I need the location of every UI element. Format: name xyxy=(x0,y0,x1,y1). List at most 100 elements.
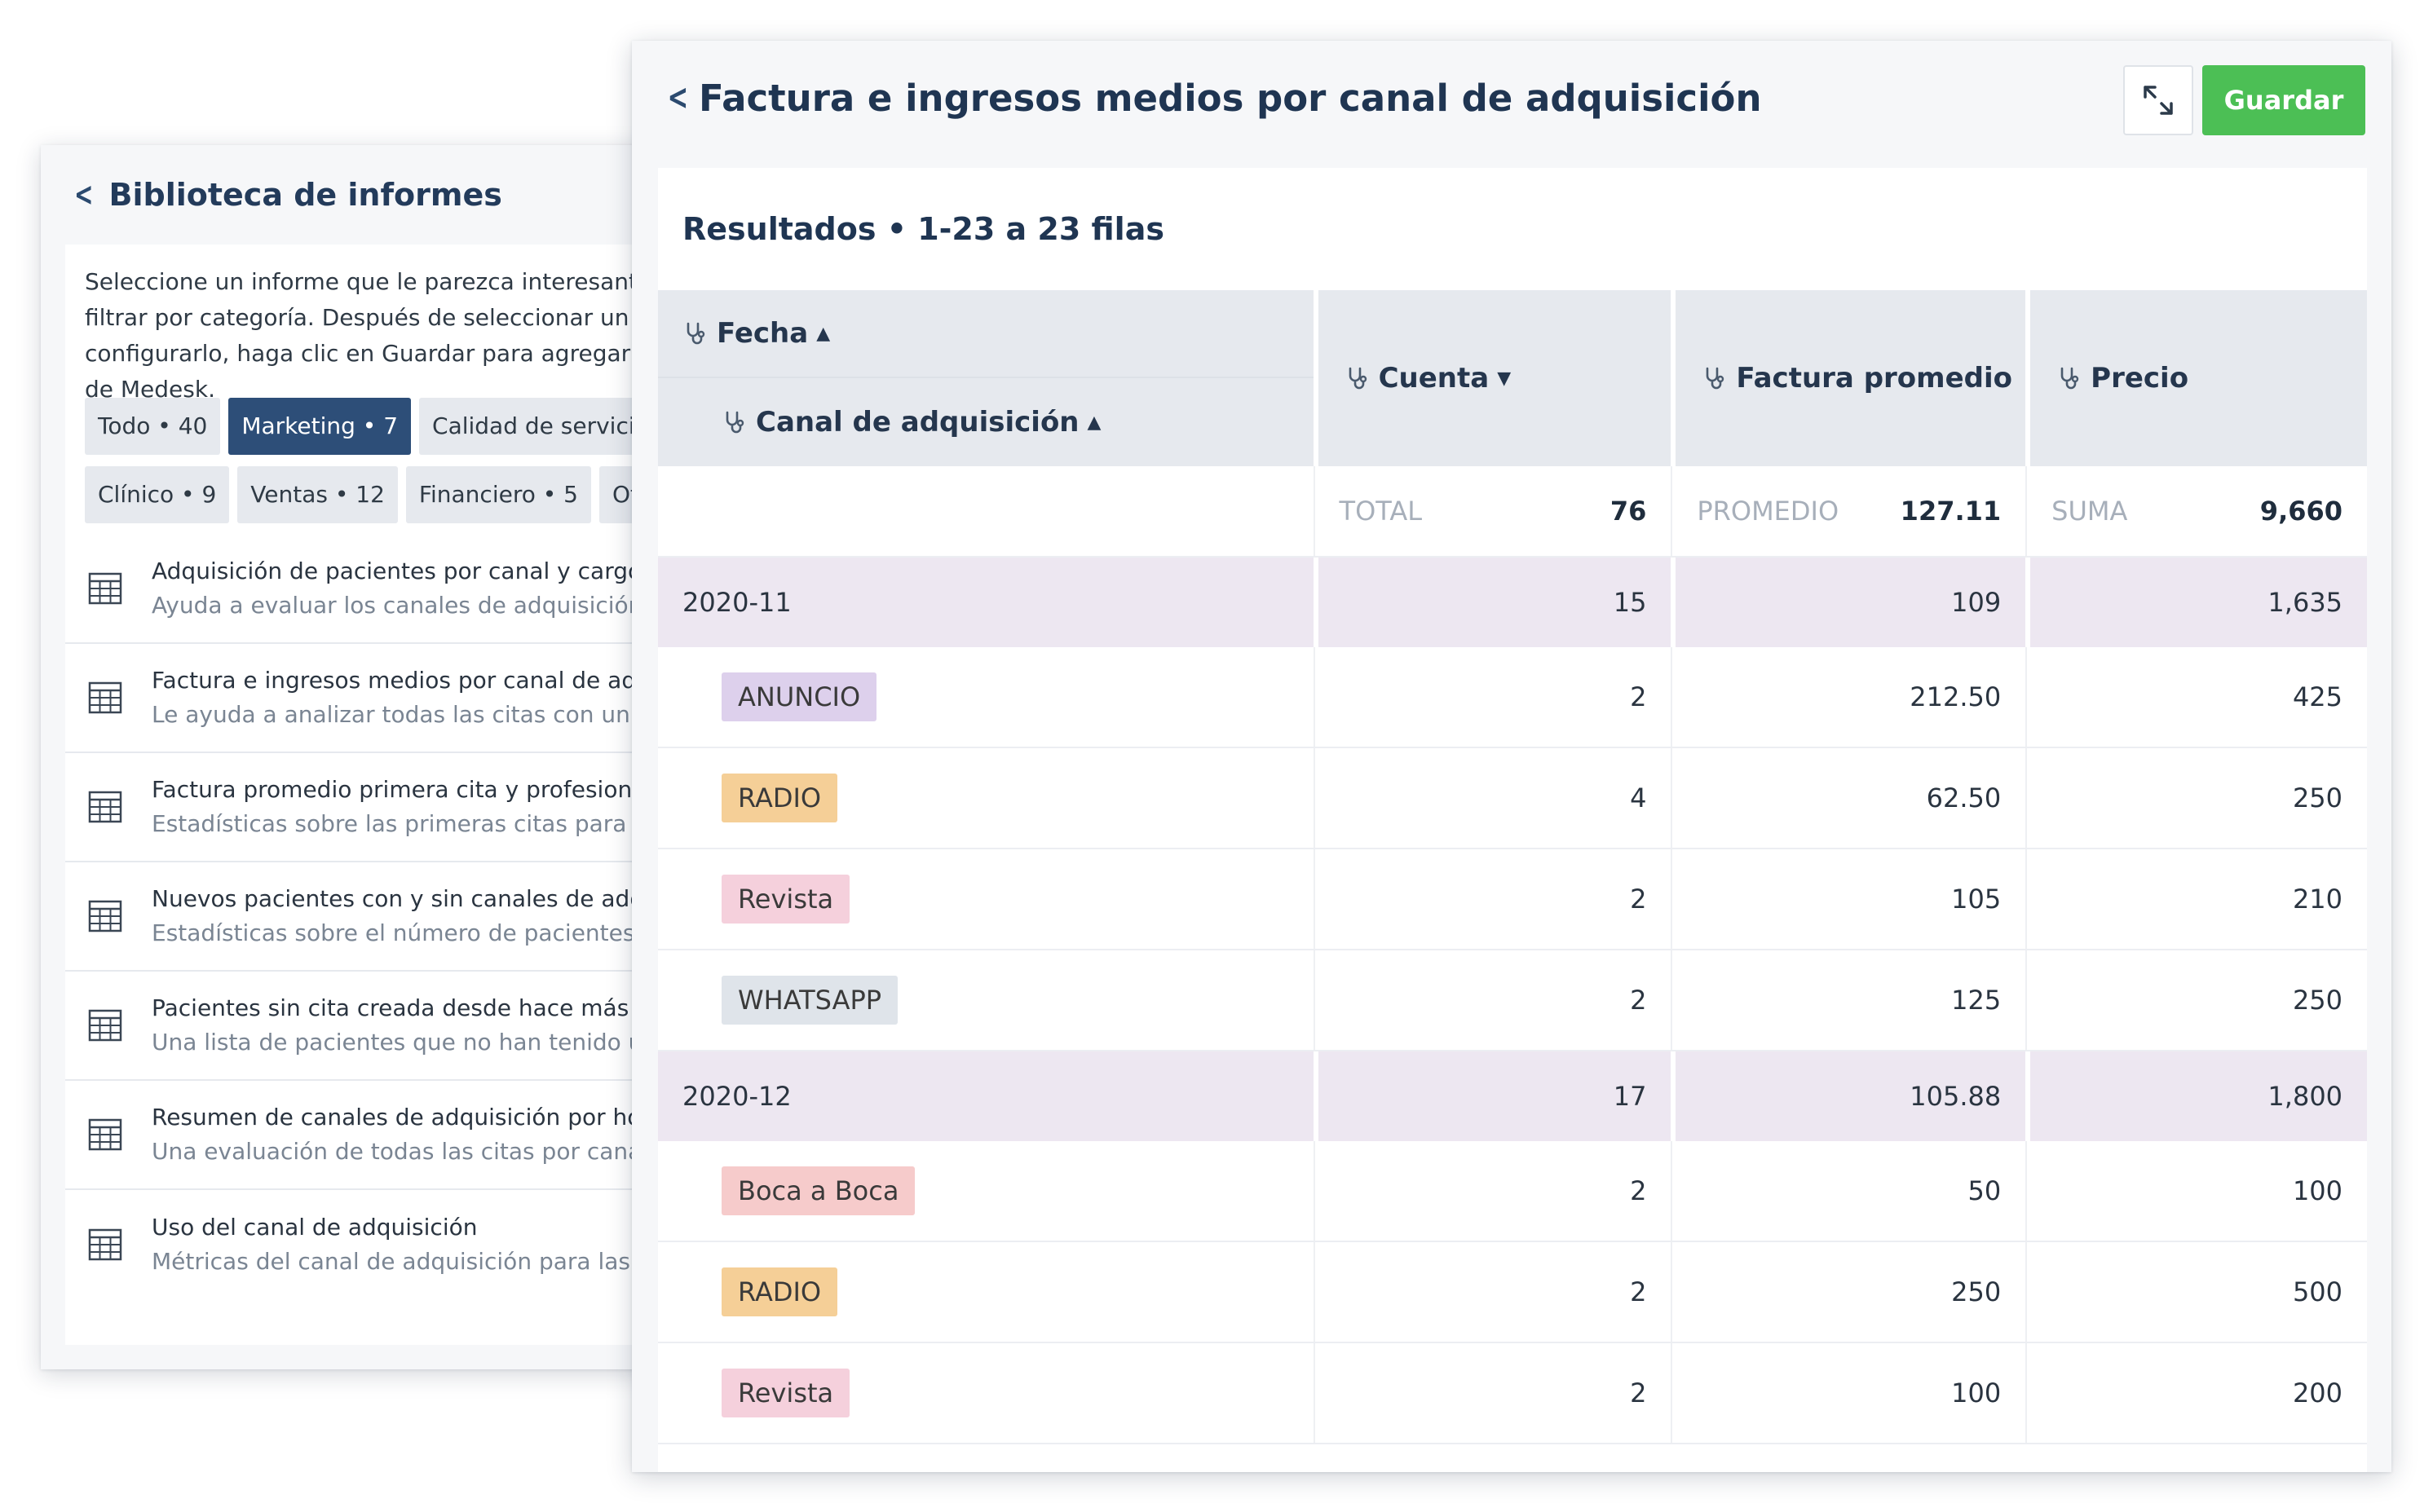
column-header-canal[interactable]: Canal de adquisición ▲ xyxy=(658,378,1314,466)
count-cell: 2 xyxy=(1630,681,1647,712)
column-header-cuenta[interactable]: Cuenta ▼ xyxy=(1318,290,1671,466)
table-header: Fecha ▲ Canal de adquisición ▲ Cuenta ▼ xyxy=(658,290,2368,466)
chevron-left-icon[interactable]: < xyxy=(667,77,689,118)
table-grid-icon xyxy=(88,900,122,932)
report-list-item[interactable]: Resumen de canales de adquisición por ho… xyxy=(65,1081,677,1190)
channel-tag: RADIO xyxy=(722,774,838,822)
average-label: PROMEDIO xyxy=(1697,496,1839,527)
count-cell: 4 xyxy=(1630,782,1647,813)
channel-tag: WHATSAPP xyxy=(722,976,899,1025)
save-button[interactable]: Guardar xyxy=(2202,65,2365,135)
category-chip-ventas[interactable]: Ventas • 12 xyxy=(237,466,398,523)
report-item-title: Factura e ingresos medios por canal de a… xyxy=(152,667,665,694)
column-header-factura[interactable]: Factura promedio xyxy=(1676,290,2026,466)
price-cell: 1,800 xyxy=(2267,1081,2343,1112)
report-library-panel: < Biblioteca de informes Seleccione un i… xyxy=(41,145,677,1369)
column-header-precio[interactable]: Precio xyxy=(2030,290,2368,466)
results-card: Resultados • 1-23 a 23 filas Fecha ▲ Can… xyxy=(658,168,2368,1472)
category-chip-todo[interactable]: Todo • 40 xyxy=(85,398,221,455)
column-label: Canal de adquisición xyxy=(756,406,1080,439)
table-row: Boca a Boca 2 50 100 xyxy=(658,1141,2367,1242)
count-cell: 17 xyxy=(1613,1081,1647,1112)
table-grid-icon xyxy=(88,1118,122,1151)
report-title: Factura e ingresos medios por canal de a… xyxy=(699,77,1762,120)
count-cell: 2 xyxy=(1630,884,1647,915)
report-item-subtitle: Métricas del canal de adquisición para l… xyxy=(152,1248,668,1275)
column-header-fecha[interactable]: Fecha ▲ xyxy=(658,290,1314,378)
caret-down-icon: ▼ xyxy=(1497,368,1512,389)
sum-value: 9,660 xyxy=(2259,496,2343,527)
date-cell: 2020-11 xyxy=(682,587,792,618)
count-cell: 2 xyxy=(1630,1378,1647,1408)
column-label: Cuenta xyxy=(1378,362,1490,395)
report-item-subtitle: Estadísticas sobre las primeras citas pa… xyxy=(152,810,677,837)
description-line: Seleccione un informe que le parezca int… xyxy=(85,268,677,295)
channel-cell: Boca a Boca xyxy=(658,1141,1314,1241)
table-row: ANUNCIO 2 212.50 425 xyxy=(658,647,2367,748)
group-row: 2020-12 17 105.88 1,800 xyxy=(658,1051,2367,1141)
average-value: 127.11 xyxy=(1900,496,2002,527)
channel-tag: RADIO xyxy=(722,1267,838,1316)
table-grid-icon xyxy=(88,791,122,823)
count-cell: 2 xyxy=(1630,1276,1647,1307)
table-row: RADIO 4 62.50 250 xyxy=(658,748,2367,849)
channel-cell: ANUNCIO xyxy=(658,647,1314,747)
channel-cell: RADIO xyxy=(658,748,1314,848)
column-label: Fecha xyxy=(717,317,809,350)
table-grid-icon xyxy=(88,1009,122,1042)
date-cell: 2020-12 xyxy=(682,1081,792,1112)
report-item-title: Nuevos pacientes con y sin canales de ad… xyxy=(152,885,677,912)
price-cell: 500 xyxy=(2292,1276,2343,1307)
report-list-item[interactable]: Pacientes sin cita creada desde hace más… xyxy=(65,972,677,1081)
sum-label: SUMA xyxy=(2051,496,2128,527)
report-panel: < Factura e ingresos medios por canal de… xyxy=(632,41,2391,1472)
avg-invoice-cell: 125 xyxy=(1951,985,2002,1016)
channel-cell: Revista xyxy=(658,1343,1314,1443)
avg-invoice-cell: 62.50 xyxy=(1926,782,2002,813)
stethoscope-icon xyxy=(1707,367,1724,390)
report-list-item[interactable]: Uso del canal de adquisición Métricas del… xyxy=(65,1190,677,1299)
column-label: Factura promedio xyxy=(1736,362,2012,395)
price-cell: 200 xyxy=(2292,1378,2343,1408)
report-header: < Factura e ingresos medios por canal de… xyxy=(632,41,2391,168)
table-grid-icon xyxy=(88,572,122,605)
category-filter: Todo • 40 Marketing • 7 Calidad de servi… xyxy=(65,398,677,523)
stethoscope-icon xyxy=(726,411,744,434)
category-chip-financiero[interactable]: Financiero • 5 xyxy=(405,466,591,523)
avg-invoice-cell: 100 xyxy=(1951,1378,2002,1408)
expand-button[interactable] xyxy=(2123,65,2193,135)
total-count: TOTAL 76 xyxy=(1315,466,1671,556)
table-grid-icon xyxy=(88,681,122,714)
price-cell: 250 xyxy=(2292,985,2343,1016)
channel-tag: Boca a Boca xyxy=(722,1166,916,1215)
category-chip-clinico[interactable]: Clínico • 9 xyxy=(85,466,230,523)
library-title: Biblioteca de informes xyxy=(108,177,502,213)
library-header: < Biblioteca de informes xyxy=(41,145,677,245)
report-item-subtitle: Una lista de pacientes que no han tenido… xyxy=(152,1029,672,1056)
totals-row: TOTAL 76 PROMEDIO 127.11 SUMA 9,660 xyxy=(658,466,2367,558)
report-list-item[interactable]: Adquisición de pacientes por canal y car… xyxy=(65,535,677,644)
table-body: 2020-11 15 109 1,635 ANUNCIO 2 212.50 425 RADIO 4… xyxy=(658,558,2367,1444)
library-description: Seleccione un informe que le parezca int… xyxy=(65,245,677,398)
report-list-item[interactable]: Nuevos pacientes con y sin canales de ad… xyxy=(65,862,677,972)
count-cell: 2 xyxy=(1630,985,1647,1016)
report-item-title: Adquisición de pacientes por canal y car… xyxy=(152,558,642,584)
report-list-item[interactable]: Factura e ingresos medios por canal de a… xyxy=(65,644,677,753)
avg-invoice-cell: 250 xyxy=(1951,1276,2002,1307)
header-fecha-canal: Fecha ▲ Canal de adquisición ▲ xyxy=(658,290,1314,466)
caret-up-icon: ▲ xyxy=(1087,412,1102,433)
results-title: Resultados • 1-23 a 23 filas xyxy=(682,211,1164,247)
report-item-subtitle: Le ayuda a analizar todas las citas con … xyxy=(152,701,673,728)
report-item-subtitle: Una evaluación de todas las citas por ca… xyxy=(152,1138,670,1165)
count-cell: 2 xyxy=(1630,1175,1647,1206)
table-row: WHATSAPP 2 125 250 xyxy=(658,950,2367,1051)
chevron-left-icon[interactable]: < xyxy=(74,176,94,214)
channel-tag: Revista xyxy=(722,875,850,924)
description-line: configurarlo, haga clic en Guardar para … xyxy=(85,340,673,367)
channel-tag: Revista xyxy=(722,1369,850,1417)
table-grid-icon xyxy=(88,1228,122,1261)
avg-invoice-cell: 50 xyxy=(1967,1175,2002,1206)
report-list-item[interactable]: Factura promedio primera cita y profesio… xyxy=(65,753,677,862)
description-line: de Medesk. xyxy=(85,376,215,398)
category-chip-marketing[interactable]: Marketing • 7 xyxy=(228,398,412,455)
